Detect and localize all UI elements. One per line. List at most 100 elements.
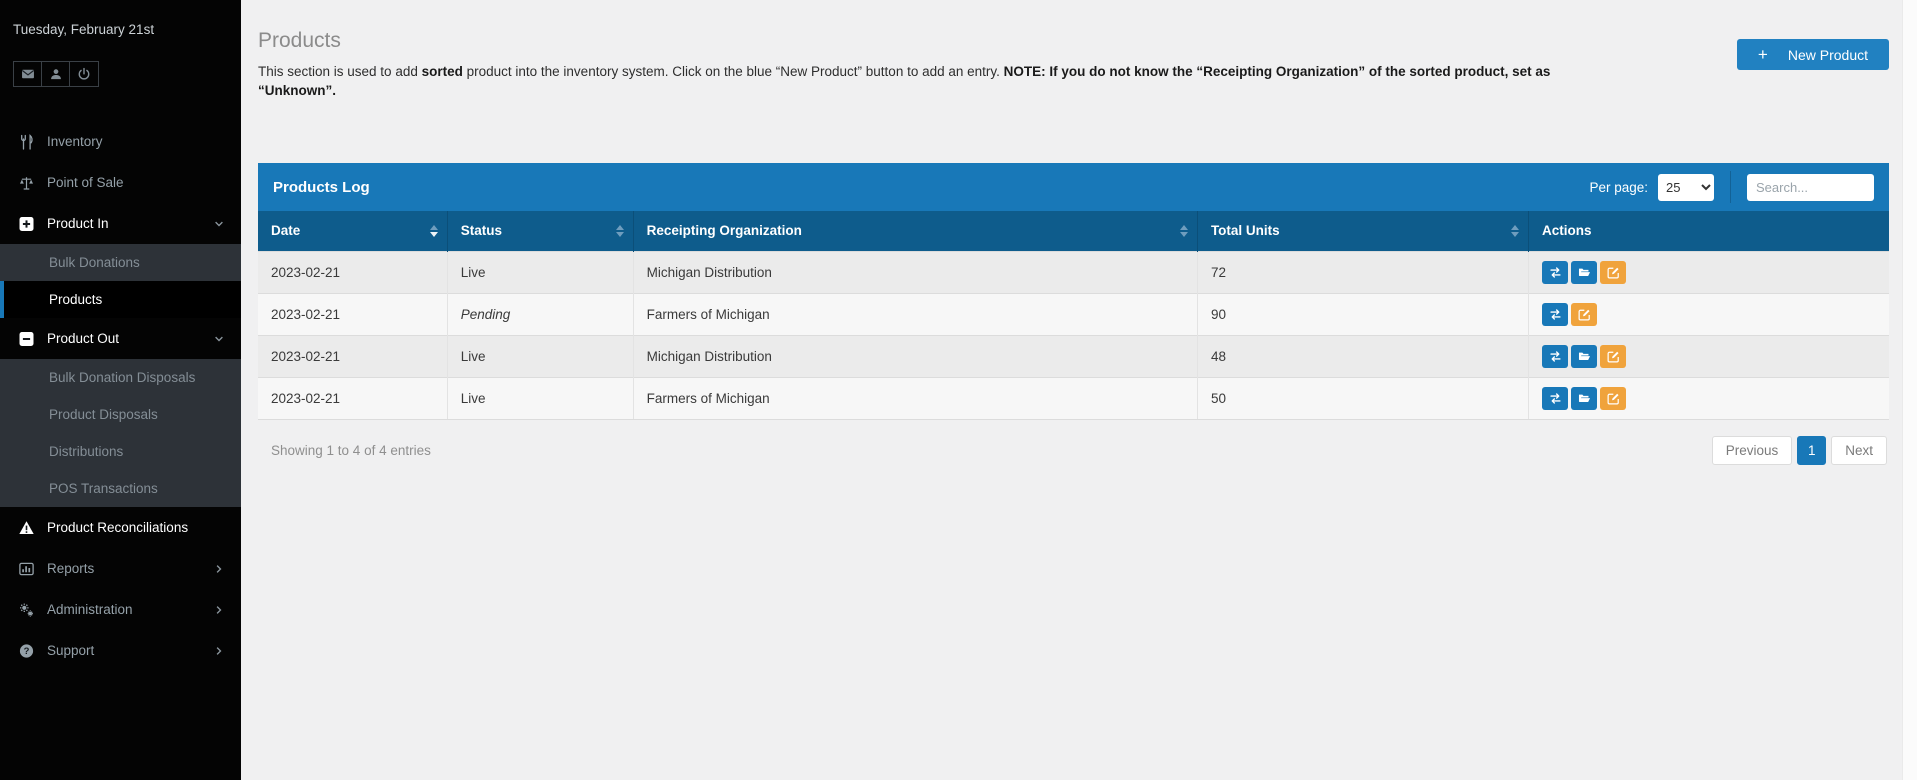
- page-header-text: Products This section is used to add sor…: [258, 30, 1573, 100]
- folder-icon: [1578, 392, 1591, 405]
- panel-title: Products Log: [273, 178, 370, 196]
- column-header-date[interactable]: Date: [258, 211, 448, 251]
- page-description: This section is used to add sorted produ…: [258, 62, 1573, 100]
- column-label: Receipting Organization: [646, 223, 802, 239]
- status-cell: Live: [446, 334, 634, 377]
- sidebar-item-point-of-sale[interactable]: Point of Sale: [0, 162, 241, 203]
- edit-button[interactable]: [1571, 302, 1598, 326]
- chevron-right-icon: [213, 604, 225, 616]
- total-units-cell: 72: [1196, 250, 1529, 293]
- organization-cell: Michigan Distribution: [632, 334, 1198, 377]
- sidebar-item-product-reconciliations[interactable]: Product Reconciliations: [0, 507, 241, 548]
- description-bold-text: sorted: [421, 64, 463, 79]
- sort-icon: [1179, 224, 1188, 237]
- sidebar-item-label: Bulk Donation Disposals: [49, 370, 196, 385]
- transfer-icon: [1549, 350, 1562, 363]
- column-label: Actions: [1542, 223, 1592, 239]
- power-button[interactable]: [70, 62, 98, 86]
- table-row: 2023-02-21 Live Michigan Distribution 72: [258, 250, 1889, 293]
- table-row: 2023-02-21 Live Michigan Distribution 48: [258, 334, 1889, 377]
- sidebar-item-label: POS Transactions: [49, 481, 158, 496]
- per-page-select[interactable]: 25: [1658, 173, 1714, 201]
- page-title: Products: [258, 29, 341, 52]
- table-header: Date Status Receipting Organization Total U…: [258, 211, 1889, 251]
- sidebar-item-product-in[interactable]: Product In: [0, 203, 241, 244]
- transfer-button[interactable]: [1542, 302, 1569, 326]
- sidebar-item-product-out[interactable]: Product Out: [0, 318, 241, 359]
- edit-button[interactable]: [1600, 386, 1627, 410]
- chart-icon: [18, 561, 35, 577]
- panel-header: Products Log Per page: 25: [258, 163, 1889, 211]
- sidebar-item-administration[interactable]: Administration: [0, 589, 241, 630]
- column-header-status[interactable]: Status: [446, 211, 634, 251]
- sort-icon: [615, 224, 624, 237]
- column-header-total-units[interactable]: Total Units: [1196, 211, 1529, 251]
- sidebar-item-product-disposals[interactable]: Product Disposals: [0, 396, 241, 433]
- sidebar-item-label: Reports: [47, 561, 95, 576]
- chevron-right-icon: [213, 645, 225, 657]
- folder-button[interactable]: [1571, 344, 1598, 368]
- organization-cell: Michigan Distribution: [632, 250, 1198, 293]
- sidebar-item-reports[interactable]: Reports: [0, 548, 241, 589]
- column-label: Status: [460, 223, 502, 239]
- page-header: Products This section is used to add sor…: [258, 30, 1889, 100]
- sidebar-item-label: Support: [47, 643, 95, 658]
- pagination: Previous 1 Next: [1711, 435, 1887, 465]
- folder-icon: [1578, 350, 1591, 363]
- previous-page-button[interactable]: Previous: [1711, 435, 1793, 465]
- page-number-button[interactable]: 1: [1797, 435, 1827, 465]
- sidebar-item-label: Distributions: [49, 444, 124, 459]
- date-cell: 2023-02-21: [258, 250, 448, 293]
- per-page-label: Per page:: [1589, 179, 1648, 195]
- actions-cell: [1528, 292, 1889, 335]
- new-product-label: New Product: [1787, 46, 1868, 63]
- user-icon: [49, 67, 63, 81]
- description-bold-text: NOTE: If you do not know the “Receipting…: [258, 64, 1551, 98]
- scrollbar[interactable]: [1902, 0, 1917, 780]
- status-cell: Live: [446, 376, 634, 420]
- sidebar-item-label: Administration: [47, 602, 133, 617]
- transfer-button[interactable]: [1542, 386, 1569, 410]
- folder-icon: [1578, 266, 1591, 279]
- sidebar-item-label: Product Out: [47, 331, 120, 346]
- edit-button[interactable]: [1600, 344, 1627, 368]
- column-label: Date: [271, 223, 301, 239]
- total-units-cell: 90: [1196, 292, 1529, 335]
- sidebar-item-inventory[interactable]: Inventory: [0, 121, 241, 162]
- new-product-button[interactable]: + New Product: [1736, 39, 1889, 70]
- sidebar-item-bulk-donations[interactable]: Bulk Donations: [0, 244, 241, 281]
- column-header-receipting-organization[interactable]: Receipting Organization: [632, 211, 1198, 251]
- user-button[interactable]: [42, 62, 70, 86]
- sidebar-item-products[interactable]: Products: [0, 281, 241, 318]
- sidebar-item-label: Bulk Donations: [49, 255, 140, 270]
- power-icon: [77, 67, 91, 81]
- transfer-button[interactable]: [1542, 260, 1569, 284]
- search-input[interactable]: [1747, 173, 1874, 201]
- actions-cell: [1528, 334, 1889, 377]
- table-row: 2023-02-21 Pending Farmers of Michigan 90: [258, 292, 1889, 335]
- sidebar-item-label: Inventory: [47, 134, 103, 149]
- column-header-actions: Actions: [1528, 211, 1889, 251]
- sidebar-item-label: Product Disposals: [49, 407, 158, 422]
- transfer-icon: [1549, 392, 1562, 405]
- svg-text:?: ?: [24, 646, 30, 657]
- sidebar-item-label: Product In: [47, 216, 109, 231]
- folder-button[interactable]: [1571, 260, 1598, 284]
- header-divider: [1730, 171, 1731, 203]
- mail-button[interactable]: [14, 62, 42, 86]
- description-text: This section is used to add: [258, 64, 422, 79]
- transfer-button[interactable]: [1542, 344, 1569, 368]
- next-page-button[interactable]: Next: [1831, 435, 1887, 465]
- edit-icon: [1607, 350, 1620, 363]
- folder-button[interactable]: [1571, 386, 1598, 410]
- edit-icon: [1607, 266, 1620, 279]
- transfer-icon: [1549, 266, 1562, 279]
- sidebar-item-distributions[interactable]: Distributions: [0, 433, 241, 470]
- chevron-down-icon: [213, 333, 225, 345]
- sidebar-date: Tuesday, February 21st: [13, 22, 155, 37]
- edit-button[interactable]: [1600, 260, 1627, 284]
- sidebar-item-bulk-donation-disposals[interactable]: Bulk Donation Disposals: [0, 359, 241, 396]
- sidebar-item-support[interactable]: ? Support: [0, 630, 241, 671]
- sidebar-item-pos-transactions[interactable]: POS Transactions: [0, 470, 241, 507]
